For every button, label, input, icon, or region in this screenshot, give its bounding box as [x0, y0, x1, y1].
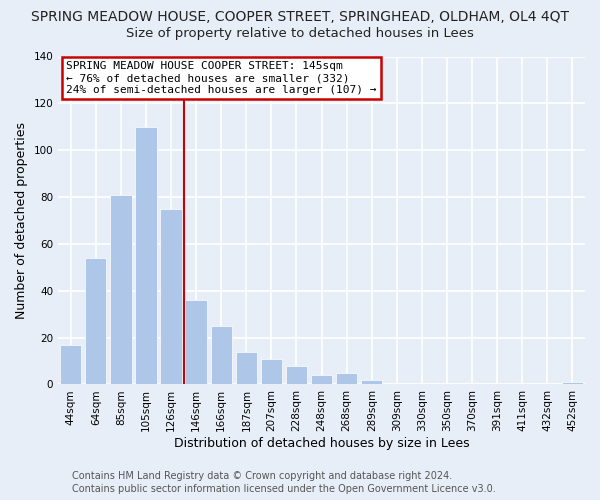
Bar — [311, 375, 332, 384]
Bar — [160, 209, 182, 384]
Bar — [85, 258, 106, 384]
Bar — [261, 358, 282, 384]
Text: Contains public sector information licensed under the Open Government Licence v3: Contains public sector information licen… — [72, 484, 496, 494]
Bar — [211, 326, 232, 384]
Bar — [185, 300, 207, 384]
Bar — [562, 382, 583, 384]
X-axis label: Distribution of detached houses by size in Lees: Distribution of detached houses by size … — [174, 437, 469, 450]
Bar — [60, 344, 82, 385]
Bar — [236, 352, 257, 384]
Bar — [136, 127, 157, 384]
Bar — [110, 194, 131, 384]
Text: Contains HM Land Registry data © Crown copyright and database right 2024.: Contains HM Land Registry data © Crown c… — [72, 471, 452, 481]
Text: SPRING MEADOW HOUSE, COOPER STREET, SPRINGHEAD, OLDHAM, OL4 4QT: SPRING MEADOW HOUSE, COOPER STREET, SPRI… — [31, 10, 569, 24]
Text: Size of property relative to detached houses in Lees: Size of property relative to detached ho… — [126, 28, 474, 40]
Bar — [286, 366, 307, 384]
Bar — [336, 372, 358, 384]
Text: SPRING MEADOW HOUSE COOPER STREET: 145sqm
← 76% of detached houses are smaller (: SPRING MEADOW HOUSE COOPER STREET: 145sq… — [66, 62, 377, 94]
Y-axis label: Number of detached properties: Number of detached properties — [15, 122, 28, 319]
Bar — [361, 380, 382, 384]
